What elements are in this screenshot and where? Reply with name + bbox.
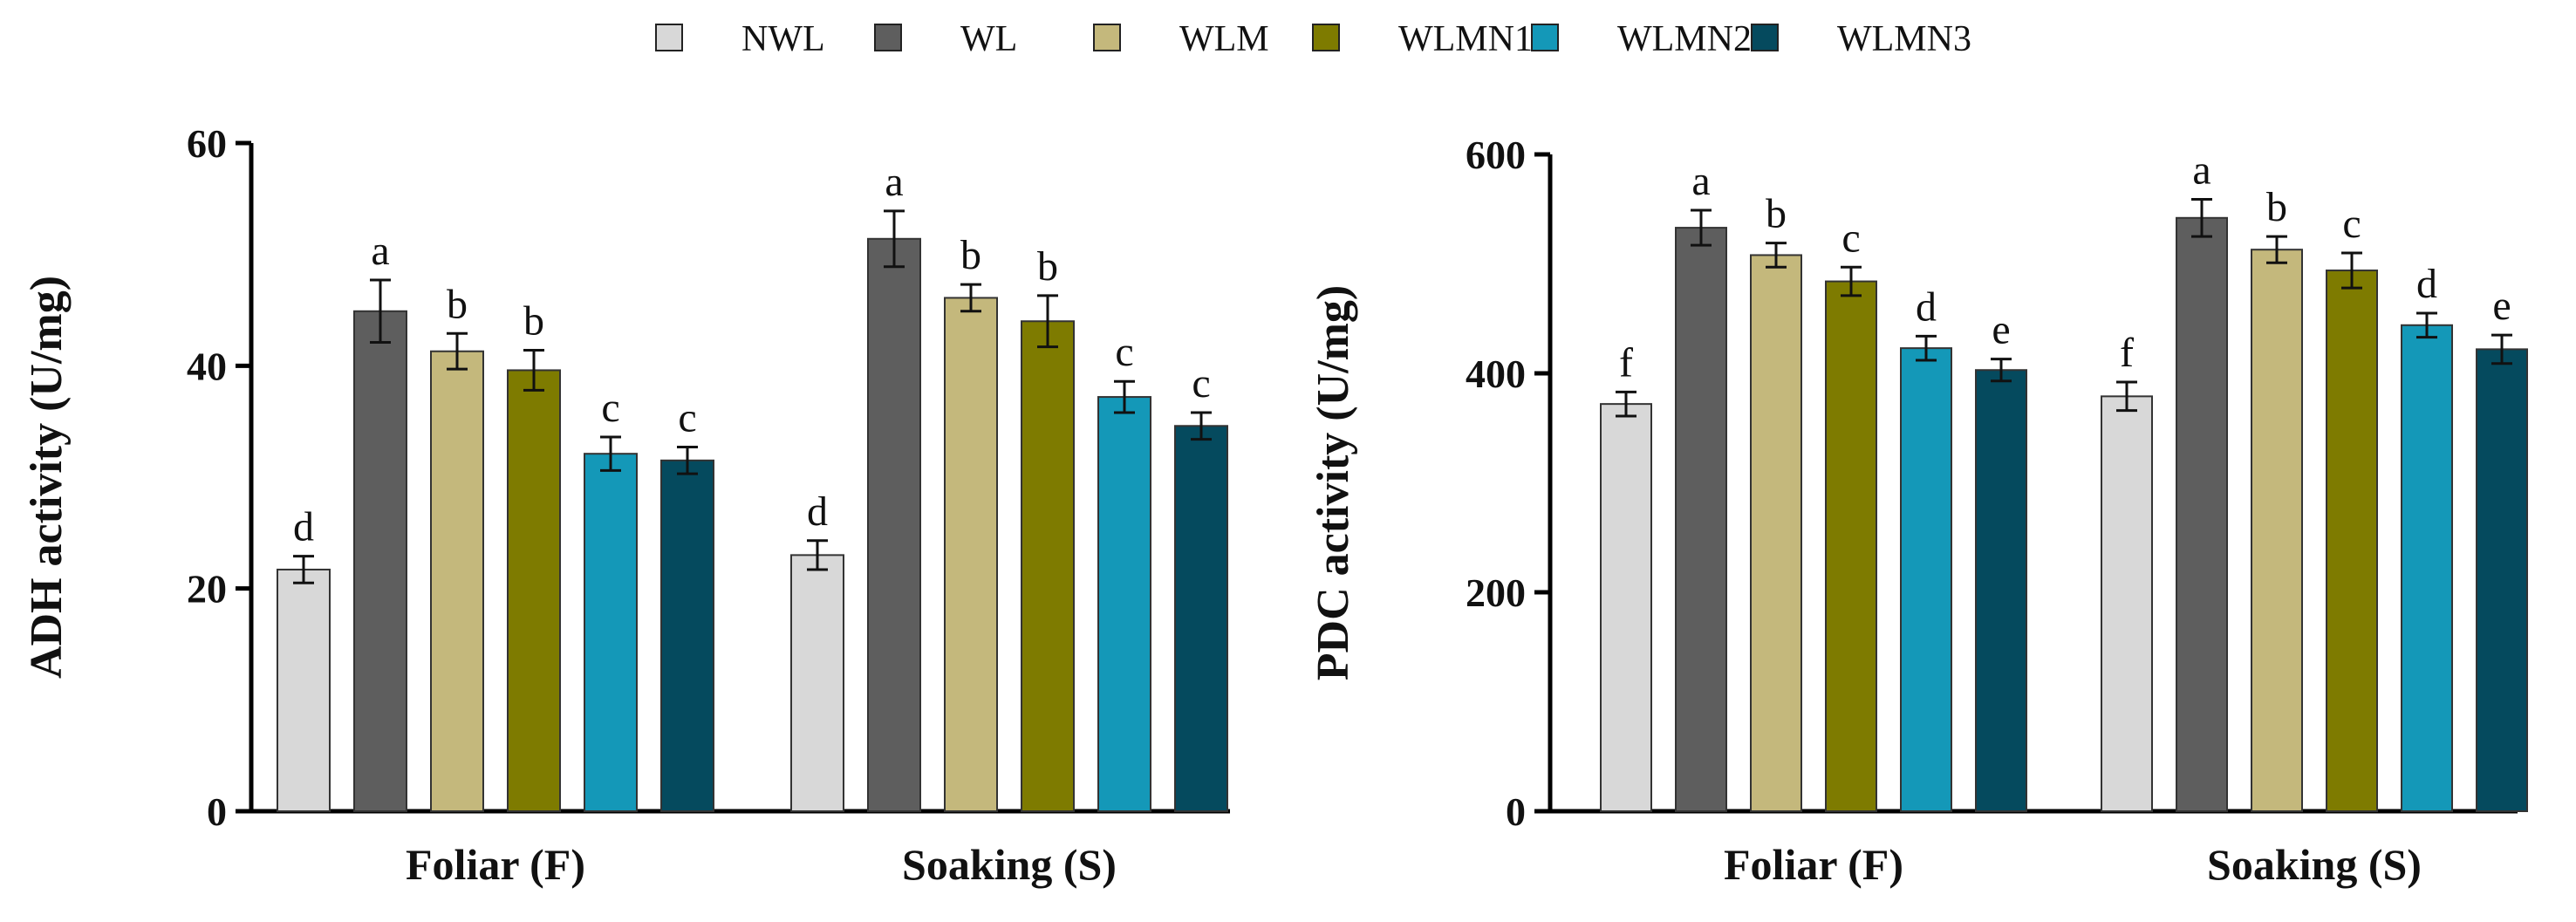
significance-letter: b xyxy=(1766,191,1787,237)
bar-wl-foliar xyxy=(353,310,407,812)
legend-swatch-wlmn3 xyxy=(1751,24,1779,51)
legend-swatch-wlm xyxy=(1093,24,1121,51)
significance-letter: e xyxy=(2492,283,2511,329)
bar-wlmn1-soaking xyxy=(1021,320,1075,812)
bar-nwl-foliar xyxy=(1600,403,1652,812)
legend: NWL WL WLM WLMN1 WLMN2 WLMN3 xyxy=(655,19,1971,59)
bar-wl-soaking xyxy=(867,237,921,812)
significance-letter: d xyxy=(2416,261,2437,307)
legend-label-wlmn1: WLMN1 xyxy=(1398,19,1533,59)
significance-letter: c xyxy=(2342,201,2361,247)
bar-wlm-foliar xyxy=(1750,254,1802,812)
bar-wlm-soaking xyxy=(2251,249,2303,812)
bar-wlmn3-foliar xyxy=(660,459,714,812)
bar-wlmn2-foliar xyxy=(1900,347,1952,812)
significance-letter: c xyxy=(1115,329,1133,375)
y-tick-label: 200 xyxy=(1466,570,1526,615)
y-tick-label: 0 xyxy=(1506,789,1526,834)
bar-wlm-soaking xyxy=(944,297,998,812)
bar-nwl-soaking xyxy=(790,554,844,812)
significance-letter: d xyxy=(1916,283,1937,330)
bar-wlmn1-foliar xyxy=(507,369,561,812)
legend-swatch-nwl xyxy=(655,24,683,51)
significance-letter: b xyxy=(1037,243,1058,290)
bar-wlmn1-foliar xyxy=(1825,280,1877,812)
legend-label-nwl: NWL xyxy=(741,19,825,59)
legend-swatch-wlmn2 xyxy=(1531,24,1559,51)
legend-swatch-wlmn1 xyxy=(1312,24,1340,51)
significance-letter: d xyxy=(293,504,314,550)
significance-letter: f xyxy=(2120,330,2134,376)
category-label: Foliar (F) xyxy=(1724,840,1903,889)
significance-letter: d xyxy=(807,488,828,535)
significance-letter: b xyxy=(2266,184,2287,230)
category-label: Soaking (S) xyxy=(2207,840,2422,889)
y-tick-label: 0 xyxy=(207,789,227,834)
significance-letter: b xyxy=(960,232,981,278)
category-label: Soaking (S) xyxy=(902,840,1117,889)
significance-letter: f xyxy=(1619,339,1633,386)
bar-wlmn3-soaking xyxy=(2476,348,2528,812)
legend-label-wl: WL xyxy=(960,19,1017,59)
bar-wlmn1-soaking xyxy=(2326,270,2378,812)
legend-label-wlmn2: WLMN2 xyxy=(1617,19,1752,59)
bar-wl-foliar xyxy=(1675,227,1727,812)
significance-letter: c xyxy=(678,395,696,441)
bar-nwl-soaking xyxy=(2101,395,2153,812)
significance-letter: a xyxy=(2192,147,2210,193)
significance-letter: e xyxy=(1992,307,2010,353)
y-tick-label: 20 xyxy=(187,567,227,611)
bar-wlmn2-soaking xyxy=(1097,396,1151,812)
legend-label-wlm: WLM xyxy=(1179,19,1269,59)
y-axis-title: PDC activity (U/mg) xyxy=(1308,285,1358,680)
significance-letter: b xyxy=(447,281,468,327)
pdc-chart: 0 200 400 600 PDC activity (U/mg) f a b c d e Folia… xyxy=(1308,133,2528,889)
significance-letter: a xyxy=(371,228,389,274)
bar-wlmn2-foliar xyxy=(584,453,638,812)
significance-letter: c xyxy=(1841,215,1860,261)
y-tick-label: 60 xyxy=(187,121,227,166)
bar-wlmn3-foliar xyxy=(1975,369,2027,812)
bar-wl-soaking xyxy=(2176,216,2228,813)
adh-chart: 0 20 40 60 ADH activity (U/mg) d a b b c c Foliar (… xyxy=(22,121,1230,889)
y-tick-label: 600 xyxy=(1466,133,1526,177)
y-tick-label: 40 xyxy=(187,344,227,388)
legend-label-wlmn3: WLMN3 xyxy=(1837,19,1971,59)
bar-nwl-foliar xyxy=(277,568,331,812)
y-axis-title: ADH activity (U/mg) xyxy=(22,276,72,679)
significance-letter: c xyxy=(1192,360,1210,406)
bar-wlm-foliar xyxy=(430,350,484,812)
significance-letter: c xyxy=(601,385,619,431)
significance-letter: b xyxy=(523,297,544,344)
significance-letter: a xyxy=(885,159,903,205)
bar-wlmn2-soaking xyxy=(2401,324,2453,812)
significance-letter: a xyxy=(1691,158,1710,204)
y-tick-label: 400 xyxy=(1466,352,1526,396)
category-label: Foliar (F) xyxy=(406,840,585,889)
legend-swatch-wl xyxy=(874,24,902,51)
bar-wlmn3-soaking xyxy=(1174,425,1228,812)
